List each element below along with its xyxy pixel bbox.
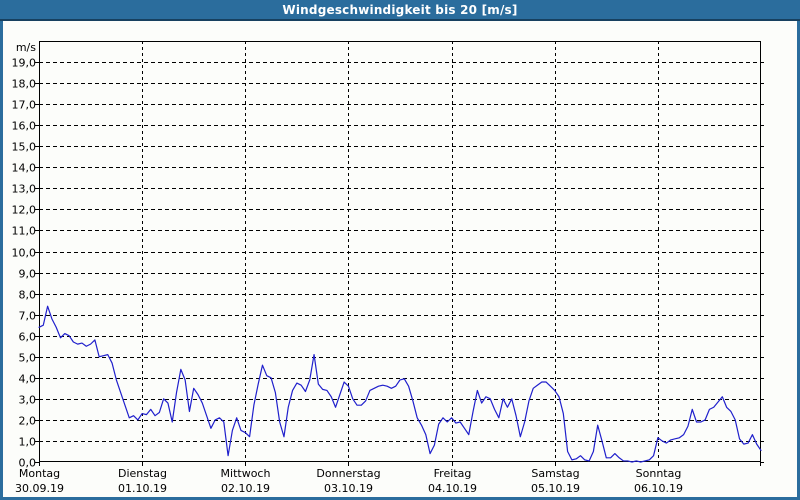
- date-label: 01.10.19: [118, 482, 167, 495]
- y-tick-label: 4,0: [19, 373, 37, 386]
- date-label: 30.09.19: [15, 482, 64, 495]
- title-bar: Windgeschwindigkeit bis 20 [m/s]: [0, 0, 800, 21]
- chart-title: Windgeschwindigkeit bis 20 [m/s]: [282, 2, 518, 17]
- y-axis-unit: m/s: [16, 41, 36, 54]
- day-label: Sonntag: [636, 467, 682, 480]
- y-tick-label: 19,0: [12, 57, 37, 70]
- y-tick-label: 16,0: [12, 120, 37, 133]
- y-tick-label: 8,0: [19, 289, 37, 302]
- wind-speed-line: [38, 305, 762, 463]
- day-label: Donnerstag: [316, 467, 380, 480]
- date-label: 05.10.19: [531, 482, 580, 495]
- date-label: 04.10.19: [428, 482, 477, 495]
- y-tick-label: 1,0: [19, 436, 37, 449]
- y-tick-label: 2,0: [19, 415, 37, 428]
- y-tick-label: 18,0: [12, 78, 37, 91]
- gridlines: [39, 41, 761, 462]
- chart-area: 0,0 1,0 2,0 3,0 4,0 5,0 6,0 7,0 8,0 9,0 10,0 11,0 12…: [3, 21, 797, 497]
- y-tick-label: 14,0: [12, 162, 37, 175]
- day-label: Dienstag: [118, 467, 167, 480]
- day-label: Samstag: [531, 467, 579, 480]
- axis-labels: 0,0 1,0 2,0 3,0 4,0 5,0 6,0 7,0 8,0 9,0 10,0 11,0 12…: [12, 41, 683, 495]
- y-tick-label: 3,0: [19, 394, 37, 407]
- y-tick-label: 17,0: [12, 99, 37, 112]
- y-tick-label: 10,0: [12, 247, 37, 260]
- y-tick-label: 13,0: [12, 183, 37, 196]
- date-label: 03.10.19: [324, 482, 373, 495]
- y-tick-label: 11,0: [12, 225, 37, 238]
- y-tick-label: 6,0: [19, 331, 37, 344]
- y-tick-label: 0,0: [19, 457, 37, 470]
- y-tick-label: 7,0: [19, 310, 37, 323]
- date-label: 02.10.19: [221, 482, 270, 495]
- day-label: Montag: [19, 467, 60, 480]
- date-label: 06.10.19: [634, 482, 683, 495]
- y-tick-label: 9,0: [19, 268, 37, 281]
- day-label: Mittwoch: [221, 467, 271, 480]
- y-tick-label: 5,0: [19, 352, 37, 365]
- plot-frame: [39, 41, 761, 462]
- y-tick-label: 15,0: [12, 141, 37, 154]
- axes: [35, 62, 764, 466]
- day-label: Freitag: [434, 467, 472, 480]
- y-tick-label: 12,0: [12, 204, 37, 217]
